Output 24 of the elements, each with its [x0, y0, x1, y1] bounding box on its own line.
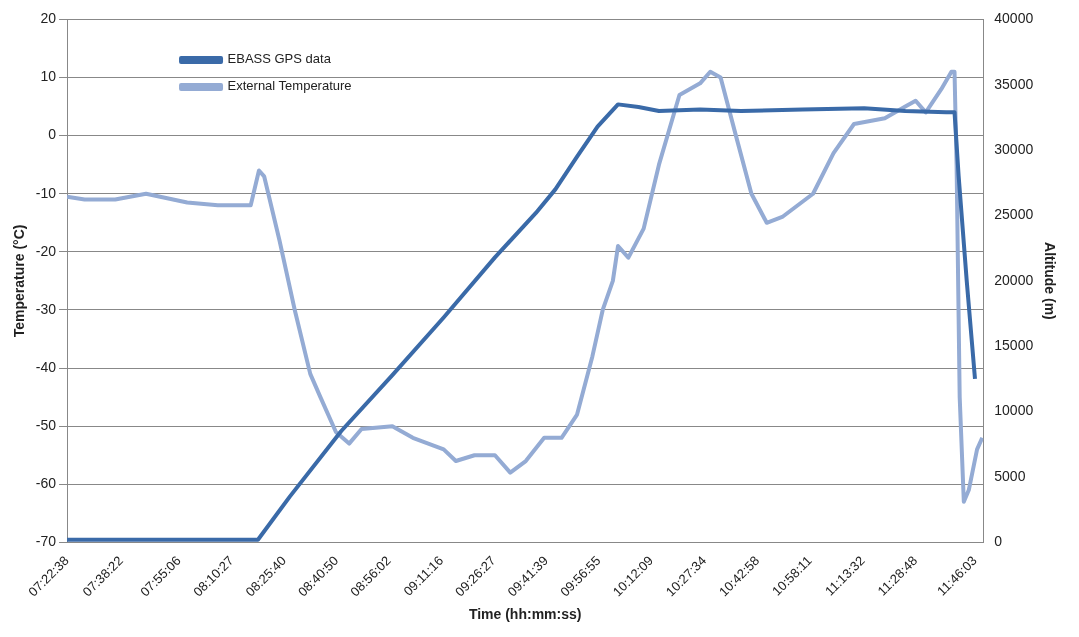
y2-tick-label: 5000	[994, 467, 1026, 484]
y-tick-label: -10	[35, 184, 57, 201]
y-tick-label: -20	[35, 242, 57, 259]
y2-tick-label: 25000	[994, 206, 1034, 223]
y2-tick-label: 15000	[994, 337, 1034, 354]
y-axis-title: Temperature (°C)	[11, 224, 28, 338]
y-tick-label: 10	[40, 68, 57, 85]
y2-tick-label: 35000	[994, 75, 1034, 92]
legend-label: External Temperature	[227, 78, 352, 94]
y-tick-label: -50	[35, 417, 57, 434]
y-tick-label: -70	[35, 533, 57, 550]
y-tick-label: -40	[35, 358, 57, 375]
y2-axis-title: Altitude (m)	[1041, 242, 1058, 320]
y2-tick-label: 0	[994, 533, 1003, 550]
y-tick-label: -60	[35, 475, 57, 492]
y2-tick-label: 20000	[994, 271, 1034, 288]
legend-label: EBASS GPS data	[227, 51, 332, 67]
y-tick-label: -30	[35, 300, 57, 317]
y2-tick-label: 10000	[994, 402, 1034, 419]
y-tick-label: 20	[40, 10, 57, 27]
y2-tick-label: 40000	[994, 10, 1034, 27]
x-axis-title: Time (hh:mm:ss)	[468, 606, 582, 623]
y2-tick-label: 30000	[994, 141, 1034, 158]
y-tick-label: 0	[48, 126, 57, 143]
